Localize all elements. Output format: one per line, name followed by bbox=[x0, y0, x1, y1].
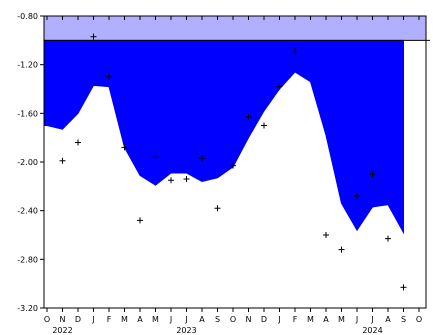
y-tick-label: -1.20 bbox=[17, 61, 38, 70]
reference-band bbox=[44, 16, 426, 41]
scatter-point bbox=[121, 144, 128, 151]
scatter-markers bbox=[59, 33, 407, 291]
year-label: 2024 bbox=[362, 326, 382, 335]
month-label: J bbox=[370, 315, 373, 324]
month-label: A bbox=[323, 315, 329, 324]
scatter-point bbox=[369, 171, 376, 178]
scatter-point bbox=[214, 205, 221, 212]
month-label: M bbox=[307, 315, 314, 324]
month-label: D bbox=[75, 315, 81, 324]
scatter-point bbox=[168, 177, 174, 184]
scatter-point bbox=[152, 154, 159, 161]
y-tick-label: -1.60 bbox=[17, 109, 38, 118]
month-label: M bbox=[338, 315, 345, 324]
scatter-point bbox=[245, 113, 252, 120]
month-label: S bbox=[401, 315, 406, 324]
month-label: N bbox=[60, 315, 66, 324]
scatter-point bbox=[90, 33, 97, 40]
scatter-point bbox=[59, 157, 66, 164]
scatter-point bbox=[276, 83, 283, 90]
month-label: N bbox=[246, 315, 252, 324]
month-label: J bbox=[91, 315, 94, 324]
y-tick-label: -2.00 bbox=[17, 158, 38, 167]
series-area bbox=[43, 39, 404, 235]
scatter-point bbox=[106, 73, 112, 80]
month-label: O bbox=[416, 315, 422, 324]
month-label: A bbox=[385, 315, 391, 324]
y-axis: -0.80 -1.20 -1.60 -2.00 -2.40 -2.80 -3.20 bbox=[17, 12, 44, 313]
scatter-point bbox=[183, 176, 190, 183]
month-label: F bbox=[107, 315, 112, 324]
month-label: A bbox=[137, 315, 143, 324]
month-label: J bbox=[277, 315, 280, 324]
year-label: 2022 bbox=[52, 326, 72, 335]
month-label: O bbox=[44, 315, 50, 324]
month-label: D bbox=[261, 315, 267, 324]
scatter-point bbox=[199, 155, 205, 162]
month-label: J bbox=[184, 315, 187, 324]
scatter-point bbox=[292, 48, 298, 55]
month-label: M bbox=[152, 315, 159, 324]
month-label: J bbox=[169, 315, 172, 324]
month-label: A bbox=[199, 315, 205, 324]
scatter-point bbox=[338, 246, 345, 253]
month-label: S bbox=[215, 315, 220, 324]
month-label: O bbox=[230, 315, 236, 324]
scatter-point bbox=[323, 232, 329, 238]
scatter-point bbox=[354, 193, 360, 200]
month-label: F bbox=[293, 315, 298, 324]
plot-frame bbox=[43, 15, 427, 309]
y-tick-label: -2.80 bbox=[17, 255, 38, 264]
scatter-point bbox=[75, 139, 81, 146]
scatter-point bbox=[261, 122, 267, 129]
scatter-point bbox=[385, 235, 391, 242]
y-tick-label: -2.40 bbox=[17, 207, 38, 216]
y-tick-label: -0.80 bbox=[17, 12, 38, 21]
month-label: M bbox=[121, 315, 128, 324]
scatter-point bbox=[137, 217, 143, 224]
year-label: 2023 bbox=[176, 326, 196, 335]
month-label: J bbox=[355, 315, 358, 324]
scatter-point bbox=[400, 284, 407, 291]
y-tick-label: -3.20 bbox=[17, 304, 38, 313]
scatter-point bbox=[230, 162, 236, 169]
